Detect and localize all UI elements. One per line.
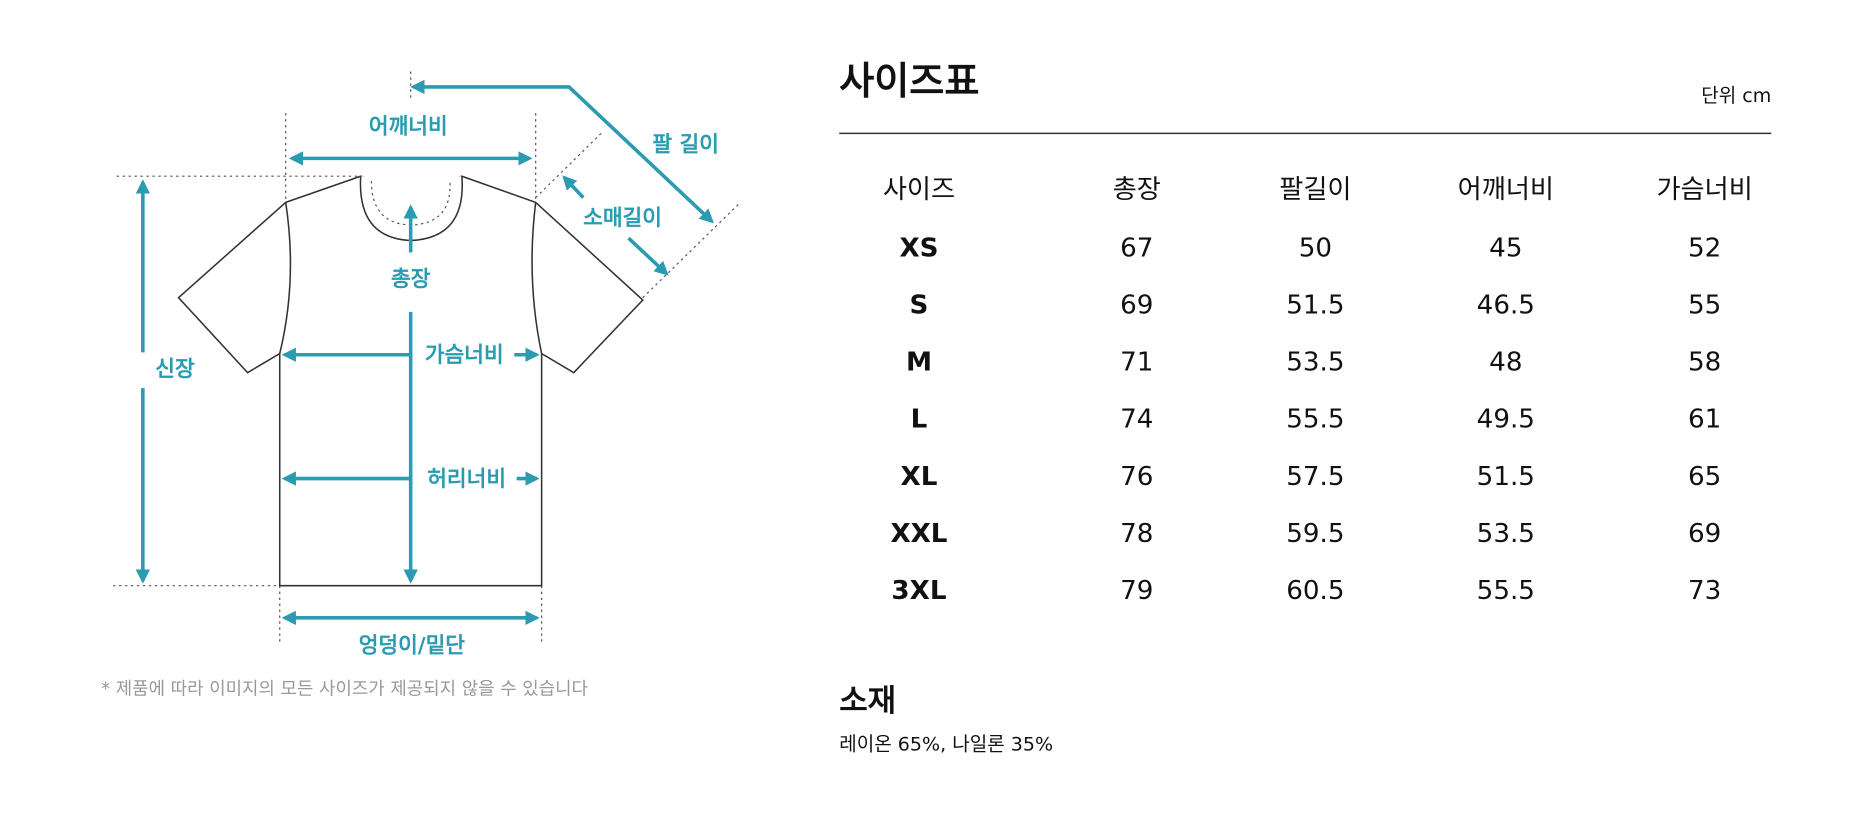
value-cell: 60.5 xyxy=(1286,576,1344,606)
value-cell: 65 xyxy=(1688,462,1721,492)
size-cell: L xyxy=(911,405,928,435)
header-cell: 총장 xyxy=(1113,175,1161,205)
value-cell: 55.5 xyxy=(1477,576,1535,606)
label-bg xyxy=(421,464,512,496)
value-cell: 55.5 xyxy=(1286,405,1344,435)
value-cell: 51.5 xyxy=(1477,462,1535,492)
value-cell: 51.5 xyxy=(1286,290,1344,320)
value-cell: 49.5 xyxy=(1477,405,1535,435)
value-cell: 61 xyxy=(1688,405,1721,435)
value-cell: 57.5 xyxy=(1286,462,1344,492)
sleeve-label: 소매길이 xyxy=(583,206,662,231)
value-cell: 55 xyxy=(1688,290,1721,320)
header-cell: 가슴너비 xyxy=(1656,175,1752,205)
hem-label: 엉덩이/밑단 xyxy=(359,633,466,658)
value-cell: 69 xyxy=(1120,290,1153,320)
value-cell: 46.5 xyxy=(1477,290,1535,320)
value-cell: 52 xyxy=(1688,233,1721,263)
value-cell: 58 xyxy=(1688,348,1721,378)
value-cell: 50 xyxy=(1299,233,1332,263)
size-cell: XL xyxy=(901,462,938,492)
height-label: 신장 xyxy=(155,357,195,382)
value-cell: 53.5 xyxy=(1286,348,1344,378)
header-cell: 사이즈 xyxy=(883,175,955,205)
table-title: 사이즈표 xyxy=(839,59,979,103)
note: * 제품에 따라 이미지의 모든 사이즈가 제공되지 않을 수 있습니다 xyxy=(101,678,588,699)
size-cell: S xyxy=(910,290,929,320)
value-cell: 59.5 xyxy=(1286,519,1344,549)
label-bg xyxy=(419,340,510,372)
header-cell: 어깨너비 xyxy=(1458,175,1554,205)
header-cell: 팔길이 xyxy=(1279,175,1351,205)
arm-length-label: 팔 길이 xyxy=(652,132,719,157)
material-text: 레이온 65%, 나일론 35% xyxy=(839,734,1053,756)
value-cell: 76 xyxy=(1120,462,1153,492)
size-cell: XXL xyxy=(890,519,947,549)
size-table: 사이즈표 단위 cm 사이즈 총장 팔길이 어깨너비 가슴너비 XS 67 50 45 52 S 69… xyxy=(839,59,1771,606)
value-cell: 67 xyxy=(1120,233,1153,263)
diagram: 어깨너비 팔 길이 소매길이 총장 신장 가슴너비 허리너비 엉덩이/밑단 * … xyxy=(101,71,741,699)
value-cell: 69 xyxy=(1688,519,1721,549)
size-cell: XS xyxy=(899,233,938,263)
size-cell: M xyxy=(906,348,932,378)
value-cell: 78 xyxy=(1120,519,1153,549)
chest-label: 가슴너비 xyxy=(425,343,504,368)
value-cell: 45 xyxy=(1489,233,1522,263)
size-cell: 3XL xyxy=(891,576,946,606)
shoulder-label: 어깨너비 xyxy=(369,114,448,139)
value-cell: 73 xyxy=(1688,576,1721,606)
waist-label: 허리너비 xyxy=(427,467,506,492)
material-title: 소재 xyxy=(839,683,896,719)
value-cell: 48 xyxy=(1489,348,1522,378)
value-cell: 74 xyxy=(1120,405,1153,435)
value-cell: 71 xyxy=(1120,348,1153,378)
total-length-label: 총장 xyxy=(391,267,431,292)
unit: 단위 cm xyxy=(1701,85,1771,107)
value-cell: 53.5 xyxy=(1477,519,1535,549)
label-bg xyxy=(121,352,170,389)
value-cell: 79 xyxy=(1120,576,1153,606)
